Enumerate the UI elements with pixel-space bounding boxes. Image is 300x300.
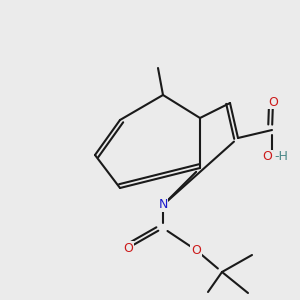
Text: N: N: [158, 199, 168, 212]
Text: O: O: [123, 242, 133, 254]
Text: -H: -H: [274, 151, 288, 164]
Text: O: O: [262, 151, 272, 164]
Text: O: O: [268, 95, 278, 109]
Text: O: O: [191, 244, 201, 256]
